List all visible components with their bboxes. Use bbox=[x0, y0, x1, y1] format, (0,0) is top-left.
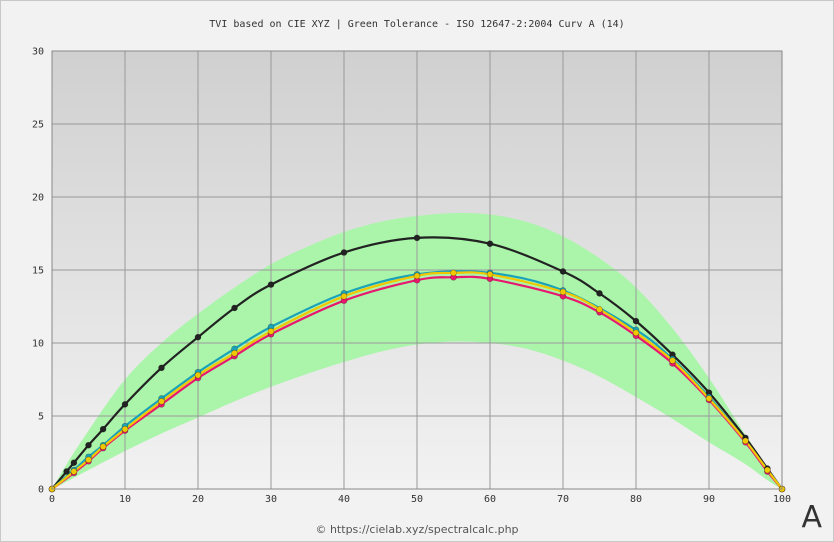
x-tick-label: 40 bbox=[338, 494, 350, 505]
series-point-0 bbox=[63, 468, 70, 475]
series-point-0 bbox=[340, 249, 348, 256]
series-point-3 bbox=[669, 357, 676, 364]
y-tick-label: 20 bbox=[32, 193, 44, 204]
series-point-3 bbox=[231, 349, 238, 357]
series-point-0 bbox=[486, 240, 494, 248]
series-point-3 bbox=[632, 329, 640, 337]
series-point-3 bbox=[194, 371, 202, 379]
series-point-0 bbox=[194, 333, 202, 341]
corner-label: A bbox=[801, 500, 822, 535]
series-point-3 bbox=[486, 271, 494, 278]
x-tick-label: 70 bbox=[557, 494, 569, 505]
series-point-3 bbox=[705, 395, 713, 402]
series-point-3 bbox=[559, 288, 567, 296]
series-point-0 bbox=[121, 401, 129, 408]
series-point-3 bbox=[764, 466, 771, 474]
series-point-0 bbox=[559, 268, 567, 275]
series-point-3 bbox=[85, 456, 92, 464]
x-tick-label: 20 bbox=[192, 494, 204, 505]
x-tick-label: 90 bbox=[703, 494, 715, 505]
series-point-3 bbox=[413, 272, 421, 280]
series-point-3 bbox=[158, 398, 165, 405]
series-point-3 bbox=[340, 292, 348, 300]
x-tick-label: 10 bbox=[119, 494, 131, 505]
series-point-0 bbox=[85, 441, 92, 449]
y-tick-label: 5 bbox=[38, 412, 44, 423]
series-point-0 bbox=[70, 459, 78, 467]
y-tick-label: 25 bbox=[32, 120, 44, 131]
y-tick-label: 30 bbox=[32, 47, 44, 58]
x-tick-label: 50 bbox=[411, 494, 423, 505]
y-tick-label: 10 bbox=[32, 339, 44, 350]
plot-border bbox=[51, 50, 783, 490]
series-point-0 bbox=[267, 281, 275, 288]
series-point-3 bbox=[267, 328, 275, 335]
x-tick-label: 0 bbox=[49, 494, 55, 505]
footer-credit: © https://cielab.xyz/spectralcalc.php bbox=[315, 523, 519, 536]
series-point-3 bbox=[450, 269, 457, 277]
series-point-3 bbox=[70, 468, 78, 475]
series-point-0 bbox=[632, 317, 640, 325]
series-point-0 bbox=[413, 234, 421, 242]
series-point-0 bbox=[158, 364, 165, 372]
series-point-0 bbox=[231, 304, 238, 312]
x-tick-label: 80 bbox=[630, 494, 642, 505]
series-point-3 bbox=[596, 306, 603, 313]
series-point-0 bbox=[99, 425, 107, 433]
series-point-3 bbox=[99, 443, 107, 450]
y-tick-label: 15 bbox=[32, 266, 44, 277]
x-tick-label: 30 bbox=[265, 494, 277, 505]
series-point-0 bbox=[596, 290, 603, 297]
x-tick-label: 100 bbox=[773, 494, 791, 505]
series-point-3 bbox=[742, 437, 749, 445]
x-tick-label: 60 bbox=[484, 494, 496, 505]
y-tick-label: 0 bbox=[38, 485, 44, 496]
chart-title: TVI based on CIE XYZ | Green Tolerance -… bbox=[209, 19, 625, 30]
tolerance-band bbox=[52, 212, 782, 489]
series-point-3 bbox=[121, 425, 129, 433]
